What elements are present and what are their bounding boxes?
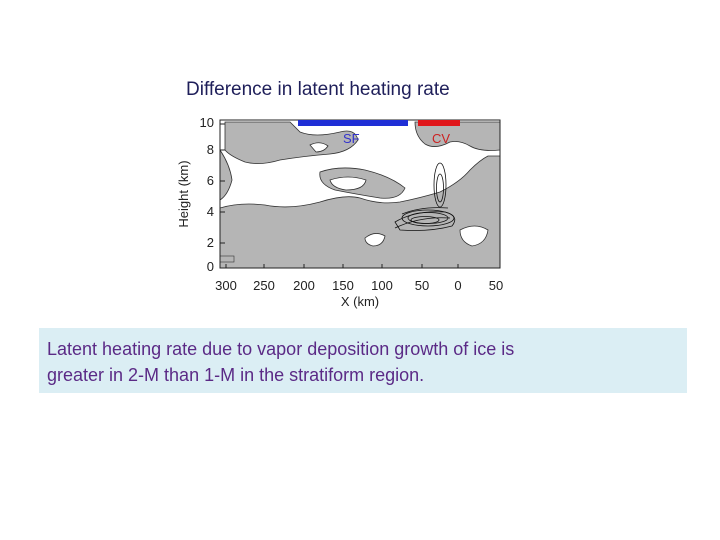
contour-figure: SF CV 10 8 6 4 2 0 Height (km) 300 250 2… <box>170 110 520 310</box>
y-tick-label: 0 <box>207 259 214 274</box>
caption-line-2: greater in 2-M than 1-M in the stratifor… <box>47 365 425 385</box>
x-tick-label: 300 <box>215 278 237 293</box>
cv-label: CV <box>432 131 450 146</box>
x-tick-label: 100 <box>371 278 393 293</box>
sf-label: SF <box>343 131 360 146</box>
x-tick-label: 150 <box>332 278 354 293</box>
y-tick-label: 10 <box>200 115 214 130</box>
y-tick-label: 8 <box>207 142 214 157</box>
contour-plot: SF CV 10 8 6 4 2 0 Height (km) 300 250 2… <box>176 115 503 309</box>
x-tick-label: 200 <box>293 278 315 293</box>
y-ticks: 10 8 6 4 2 0 <box>200 115 225 274</box>
caption-box: Latent heating rate due to vapor deposit… <box>39 328 687 393</box>
y-tick-label: 2 <box>207 235 214 250</box>
x-ticks: 300 250 200 150 100 50 0 50 <box>215 264 503 293</box>
y-tick-label: 4 <box>207 204 214 219</box>
slide-title: Difference in latent heating rate <box>186 79 450 100</box>
x-tick-label: 0 <box>454 278 461 293</box>
x-axis-label: X (km) <box>341 294 379 309</box>
cv-bar <box>418 120 460 126</box>
x-tick-label: 50 <box>489 278 503 293</box>
x-tick-label: 250 <box>253 278 275 293</box>
x-tick-label: 50 <box>415 278 429 293</box>
y-tick-label: 6 <box>207 173 214 188</box>
shaded-regions <box>220 121 500 268</box>
y-axis-label: Height (km) <box>176 160 191 227</box>
caption-line-1: Latent heating rate due to vapor deposit… <box>47 339 515 359</box>
sf-bar <box>298 120 408 126</box>
